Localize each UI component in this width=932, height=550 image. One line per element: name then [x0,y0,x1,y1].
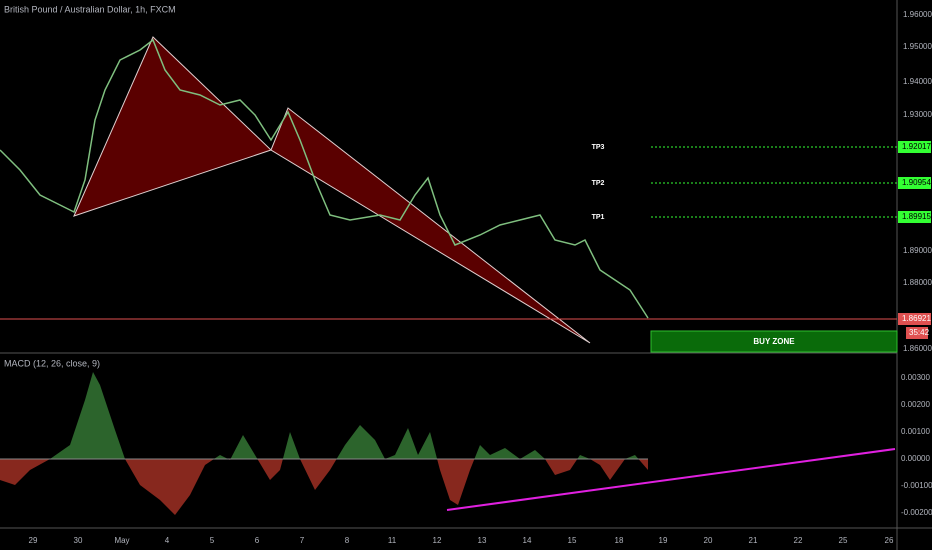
target-price-box [898,141,931,153]
indicator-title: MACD (12, 26, close, 9) [4,358,100,368]
time-axis-label: 4 [165,536,170,545]
target-name: TP1 [592,214,605,221]
macd-axis-label: -0.00100 [901,481,932,490]
time-axis-label: 8 [345,536,350,545]
target-name: TP3 [592,144,605,151]
time-axis-label: 21 [749,536,758,545]
macd-axis-label: 0.00100 [901,427,930,436]
time-axis-label: 29 [29,536,38,545]
countdown-box [906,327,928,339]
macd-axis-label: 0.00000 [901,454,930,463]
pattern-bcd [270,107,591,344]
price-axis-label: 1.88000 [903,278,932,287]
time-axis-label: 6 [255,536,260,545]
time-axis-label: 22 [794,536,803,545]
price-axis-label: 1.95000 [903,42,932,51]
current-price: 1.86921 [902,314,931,323]
target-price-box [898,177,931,189]
chart-title: British Pound / Australian Dollar, 1h, F… [4,4,176,14]
time-axis-label: May [114,536,129,545]
price-axis-label: 1.89000 [903,246,932,255]
buy-zone-box [650,330,898,353]
macd-axis-label: 0.00300 [901,373,930,382]
price-line [0,38,649,319]
price-axis-label: 1.93000 [903,110,932,119]
time-axis-label: 7 [300,536,305,545]
time-axis-label: 5 [210,536,215,545]
price-axis-label: 1.96000 [903,10,932,19]
price-axis-label: 1.86000 [903,344,932,353]
macd-axis-label: -0.00200 [901,508,932,517]
target-price-box [898,211,931,223]
target-price: 1.89915 [902,212,931,221]
macd-positive [0,372,648,459]
time-axis-label: 30 [74,536,83,545]
time-axis-label: 13 [478,536,487,545]
time-axis-label: 25 [839,536,848,545]
time-axis-label: 20 [704,536,713,545]
buy-zone-label: BUY ZONE [753,337,795,346]
target-name: TP2 [592,180,605,187]
macd-trendline [446,448,896,511]
time-axis-label: 26 [885,536,894,545]
macd-histogram [0,372,648,515]
time-axis-label: 12 [433,536,442,545]
target-price: 1.92017 [902,142,931,151]
price-axis-label: 1.94000 [903,77,932,86]
time-axis-label: 11 [388,536,397,545]
macd-axis-label: 0.00200 [901,400,930,409]
time-axis-label: 19 [659,536,668,545]
macd-negative [0,459,648,515]
current-price-box [898,313,931,325]
time-axis-label: 14 [523,536,532,545]
target-price: 1.90954 [902,178,931,187]
time-axis-label: 15 [568,536,577,545]
countdown: 35:42 [909,328,930,337]
pattern-xab [73,36,272,217]
time-axis-label: 18 [615,536,624,545]
